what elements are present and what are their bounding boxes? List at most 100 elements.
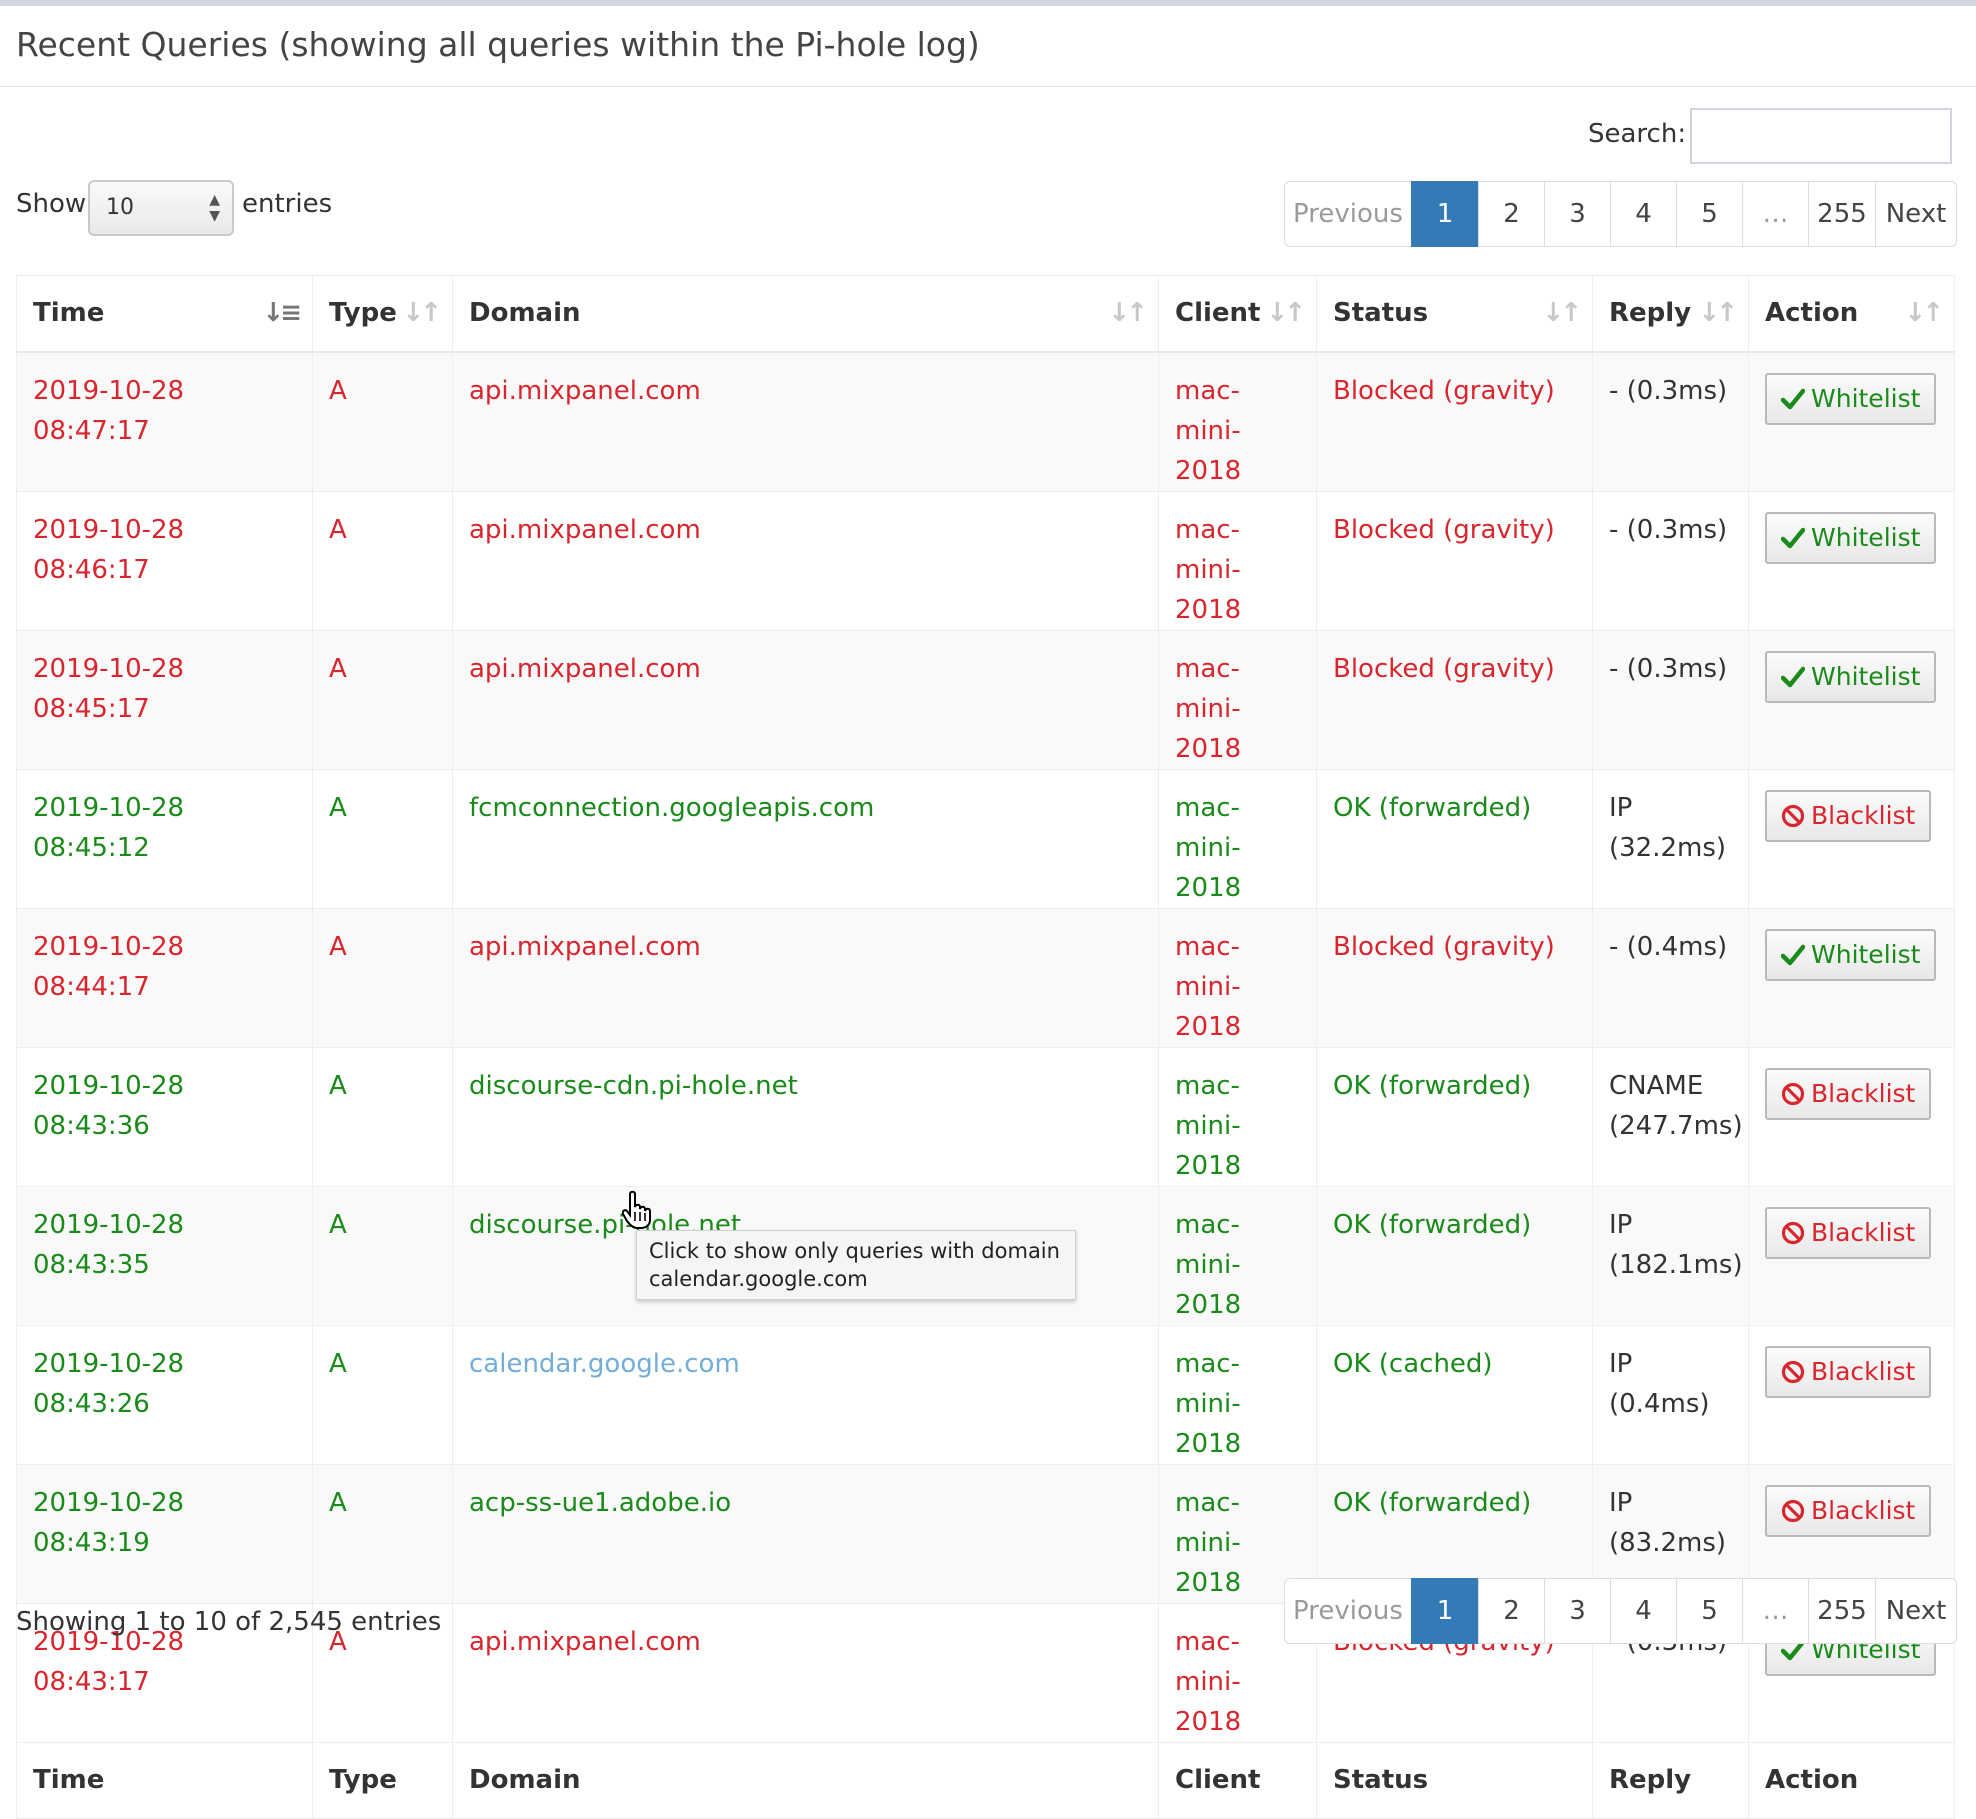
footer-header-status: Status (1316, 1741, 1593, 1819)
page-button-3[interactable]: 3 (1544, 181, 1611, 247)
action-label: Blacklist (1811, 1495, 1916, 1525)
page-title: Recent Queries (showing all queries with… (16, 25, 980, 64)
next-page-button[interactable]: Next (1875, 1578, 1957, 1644)
action-label: Blacklist (1811, 800, 1916, 830)
cell-action: Blacklist (1748, 1046, 1955, 1187)
page-button-255[interactable]: 255 (1808, 1578, 1876, 1644)
whitelist-button[interactable]: Whitelist (1765, 650, 1937, 703)
cell-reply: - (0.3ms) (1592, 629, 1749, 770)
page-button-2[interactable]: 2 (1478, 1578, 1545, 1644)
column-header-type[interactable]: Type ↓↑ (312, 275, 453, 353)
cell-client[interactable]: mac-mini-2018 (1158, 1324, 1317, 1465)
cell-client[interactable]: mac-mini-2018 (1158, 907, 1317, 1048)
check-icon (1780, 654, 1811, 702)
cell-action: Whitelist (1748, 351, 1955, 492)
page-button-4[interactable]: 4 (1610, 1578, 1677, 1644)
page-ellipsis: … (1742, 1578, 1809, 1644)
next-page-button[interactable]: Next (1875, 181, 1957, 247)
cell-status: OK (forwarded) (1316, 1185, 1593, 1326)
column-header-status[interactable]: Status ↓↑ (1316, 275, 1593, 353)
cell-action: Blacklist (1748, 768, 1955, 909)
footer-header-reply: Reply (1592, 1741, 1749, 1819)
cell-client[interactable]: mac-mini-2018 (1158, 768, 1317, 909)
domain-link[interactable]: api.mixpanel.com (469, 1626, 701, 1657)
page-button-4[interactable]: 4 (1610, 181, 1677, 247)
cell-type: A (312, 351, 453, 492)
action-label: Blacklist (1811, 1078, 1916, 1108)
domain-link[interactable]: fcmconnection.googleapis.com (469, 792, 875, 823)
domain-link[interactable]: api.mixpanel.com (469, 931, 701, 962)
cell-action: Whitelist (1748, 907, 1955, 1048)
blacklist-button[interactable]: Blacklist (1765, 789, 1932, 842)
footer-header-domain: Domain (452, 1741, 1159, 1819)
cell-domain: acp-ss-ue1.adobe.io (452, 1463, 1159, 1604)
pagination-top: Previous 1 2 3 4 5 … 255 Next (1284, 181, 1957, 247)
previous-page-button[interactable]: Previous (1284, 1578, 1412, 1644)
search-input[interactable] (1690, 108, 1952, 164)
cell-domain: discourse-cdn.pi-hole.net (452, 1046, 1159, 1187)
ban-icon (1781, 793, 1811, 841)
page-button-2[interactable]: 2 (1478, 181, 1545, 247)
cell-domain: api.mixpanel.com (452, 490, 1159, 631)
cell-status: Blocked (gravity) (1316, 490, 1593, 631)
domain-link[interactable]: acp-ss-ue1.adobe.io (469, 1487, 732, 1518)
cell-client[interactable]: mac-mini-2018 (1158, 1185, 1317, 1326)
column-header-action[interactable]: Action ↓↑ (1748, 275, 1955, 353)
table-info: Showing 1 to 10 of 2,545 entries (16, 1607, 442, 1637)
page-button-255[interactable]: 255 (1808, 181, 1876, 247)
ban-icon (1781, 1349, 1811, 1397)
cell-action: Whitelist (1748, 490, 1955, 631)
blacklist-button[interactable]: Blacklist (1765, 1484, 1932, 1537)
sort-icon: ↓↑ (402, 298, 442, 328)
column-header-domain[interactable]: Domain ↓↑ (452, 275, 1159, 353)
cell-client[interactable]: mac-mini-2018 (1158, 490, 1317, 631)
domain-tooltip: Click to show only queries with domain c… (636, 1230, 1076, 1300)
cell-time: 2019-10-28 08:43:35 (16, 1185, 313, 1326)
domain-link[interactable]: discourse-cdn.pi-hole.net (469, 1070, 798, 1101)
search-label: Search: (1588, 119, 1687, 149)
domain-link[interactable]: api.mixpanel.com (469, 653, 701, 684)
blacklist-button[interactable]: Blacklist (1765, 1345, 1932, 1398)
cell-time: 2019-10-28 08:44:17 (16, 907, 313, 1048)
cell-time: 2019-10-28 08:45:12 (16, 768, 313, 909)
domain-link[interactable]: api.mixpanel.com (469, 514, 701, 545)
blacklist-button[interactable]: Blacklist (1765, 1206, 1932, 1259)
footer-header-type: Type (312, 1741, 453, 1819)
title-divider (0, 86, 1976, 87)
cell-domain: api.mixpanel.com (452, 907, 1159, 1048)
previous-page-button[interactable]: Previous (1284, 181, 1412, 247)
whitelist-button[interactable]: Whitelist (1765, 511, 1937, 564)
domain-link[interactable]: calendar.google.com (469, 1348, 740, 1379)
page-button-3[interactable]: 3 (1544, 1578, 1611, 1644)
check-icon (1780, 932, 1811, 980)
cell-type: A (312, 1324, 453, 1465)
blacklist-button[interactable]: Blacklist (1765, 1067, 1932, 1120)
domain-link[interactable]: api.mixpanel.com (469, 375, 701, 406)
cell-client[interactable]: mac-mini-2018 (1158, 629, 1317, 770)
column-header-reply[interactable]: Reply ↓↑ (1592, 275, 1749, 353)
sort-icon: ↓↑ (1698, 298, 1738, 328)
column-header-time[interactable]: Time ↓≡ (16, 275, 313, 353)
whitelist-button[interactable]: Whitelist (1765, 372, 1937, 425)
cell-reply: - (0.3ms) (1592, 351, 1749, 492)
page-button-1[interactable]: 1 (1411, 181, 1479, 247)
page-button-5[interactable]: 5 (1676, 181, 1743, 247)
page-button-1[interactable]: 1 (1411, 1578, 1479, 1644)
whitelist-button[interactable]: Whitelist (1765, 928, 1937, 981)
action-label: Whitelist (1811, 383, 1921, 413)
cell-client[interactable]: mac-mini-2018 (1158, 351, 1317, 492)
column-header-client[interactable]: Client ↓↑ (1158, 275, 1317, 353)
cell-type: A (312, 490, 453, 631)
cell-status: Blocked (gravity) (1316, 907, 1593, 1048)
action-label: Whitelist (1811, 939, 1921, 969)
cell-client[interactable]: mac-mini-2018 (1158, 1046, 1317, 1187)
entries-per-page-value: 10 (106, 195, 134, 220)
entries-per-page-select[interactable]: 10 ▲ ▼ (88, 180, 234, 236)
page-button-5[interactable]: 5 (1676, 1578, 1743, 1644)
cell-domain: fcmconnection.googleapis.com (452, 768, 1159, 909)
